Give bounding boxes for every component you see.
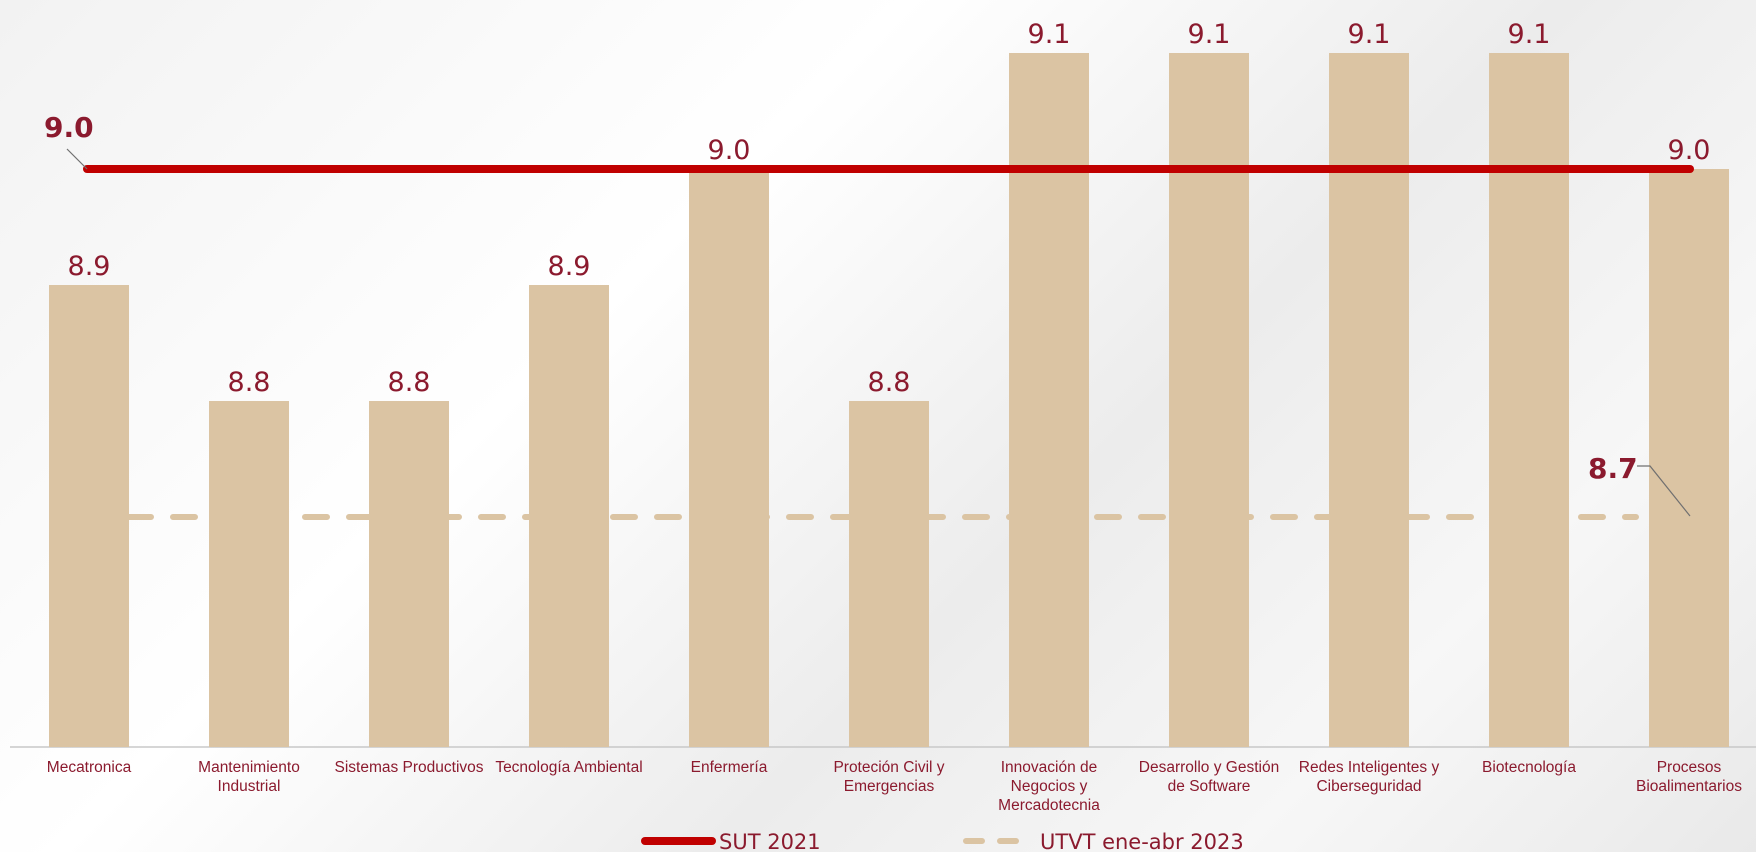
bar-6 (1009, 53, 1089, 747)
x-tick-label-6-2: Mercadotecnia (998, 797, 1100, 814)
bar-value-label-5: 8.8 (868, 367, 911, 398)
x-tick-label-7-0: Desarrollo y Gestión (1139, 759, 1279, 776)
reference-label-utvt: 8.7 (1588, 452, 1638, 485)
x-tick-label-10-1: Bioalimentarios (1636, 778, 1742, 795)
x-tick-label-5-0: Proteción Civil y (833, 759, 944, 776)
x-tick-label-10-0: Procesos (1657, 759, 1722, 776)
bar-2 (369, 401, 449, 747)
bar-value-label-8: 9.1 (1348, 19, 1391, 50)
bar-value-label-2: 8.8 (388, 367, 431, 398)
bar-value-label-9: 9.1 (1508, 19, 1551, 50)
x-tick-label-8-0: Redes Inteligentes y (1299, 759, 1440, 776)
legend-label-utvt: UTVT ene-abr 2023 (1040, 830, 1244, 852)
x-tick-label-0-0: Mecatronica (47, 759, 132, 776)
x-tick-label-8-1: Ciberseguridad (1316, 778, 1421, 795)
bar-value-label-3: 8.9 (548, 251, 591, 282)
bar-value-label-1: 8.8 (228, 367, 271, 398)
reference-leader-sut (66, 148, 88, 170)
bar-value-label-6: 9.1 (1028, 19, 1071, 50)
reference-label-sut: 9.0 (44, 111, 94, 144)
x-tick-label-1-1: Industrial (218, 778, 281, 795)
bar-10 (1649, 169, 1729, 747)
x-tick-label-6-0: Innovación de (1001, 759, 1098, 776)
bar-8 (1329, 53, 1409, 747)
bar-9 (1489, 53, 1569, 747)
x-tick-label-5-1: Emergencias (844, 778, 935, 795)
bar-1 (209, 401, 289, 747)
x-tick-label-9-0: Biotecnología (1482, 759, 1576, 776)
legend-label-sut: SUT 2021 (719, 830, 821, 852)
bar-value-label-10: 9.0 (1668, 135, 1711, 166)
reference-leader-utvt (1637, 465, 1691, 517)
x-tick-label-3-0: Tecnología Ambiental (495, 759, 642, 776)
bar-value-label-0: 8.9 (68, 251, 111, 282)
x-tick-label-2-0: Sistemas Productivos (334, 759, 483, 776)
x-tick-label-1-0: Mantenimiento (198, 759, 300, 776)
bar-5 (849, 401, 929, 747)
bar-value-label-7: 9.1 (1188, 19, 1231, 50)
bar-7 (1169, 53, 1249, 747)
bar-0 (49, 285, 129, 747)
bar-value-label-4: 9.0 (708, 135, 751, 166)
x-tick-label-4-0: Enfermería (691, 759, 768, 776)
x-tick-label-6-1: Negocios y (1011, 778, 1088, 795)
bar-4 (689, 169, 769, 747)
x-tick-label-7-1: de Software (1168, 778, 1251, 795)
